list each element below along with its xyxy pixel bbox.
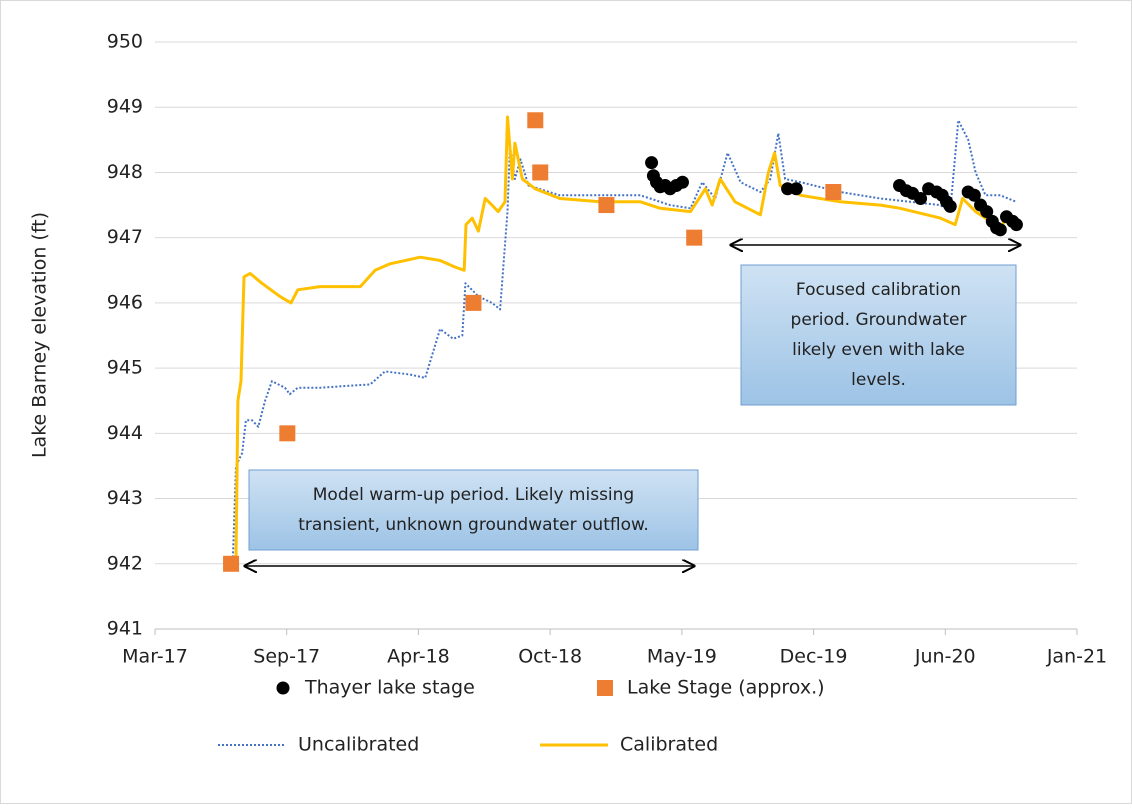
y-tick-label: 947 <box>107 226 143 248</box>
y-tick-label: 950 <box>107 31 143 53</box>
x-tick-label: Oct-18 <box>518 646 582 668</box>
y-tick-label: 946 <box>107 291 143 313</box>
series-line <box>234 115 1012 558</box>
y-tick-label: 943 <box>107 487 143 509</box>
y-tick-label: 944 <box>107 422 143 444</box>
y-axis-label: Lake Barney elevation (ft) <box>29 212 51 458</box>
x-tick-label: Sep-17 <box>253 646 320 668</box>
x-tick-label: Dec-19 <box>780 646 848 668</box>
marker <box>967 188 981 202</box>
x-tick-label: Apr-18 <box>387 646 450 668</box>
annotation-text: Model warm-up period. Likely missing <box>313 485 634 505</box>
legend-label: Thayer lake stage <box>304 677 475 699</box>
series-line <box>231 119 1017 558</box>
marker <box>675 175 689 189</box>
marker <box>686 229 703 246</box>
legend-label: Uncalibrated <box>298 734 419 756</box>
annotation-text: transient, unknown groundwater outflow. <box>298 515 648 535</box>
marker <box>1009 218 1023 232</box>
annotation-text: period. Groundwater <box>791 310 967 330</box>
legend-label: Calibrated <box>620 734 718 756</box>
y-tick-label: 948 <box>107 161 143 183</box>
marker <box>598 197 615 214</box>
marker <box>532 164 549 181</box>
marker <box>980 205 994 219</box>
marker <box>645 156 659 170</box>
x-tick-label: Jun-20 <box>914 646 976 668</box>
marker <box>223 555 240 572</box>
marker <box>279 425 296 442</box>
annotation-box <box>248 469 699 551</box>
annotation-text: levels. <box>851 370 906 390</box>
x-tick-label: May-19 <box>647 646 717 668</box>
annotation-text: Focused calibration <box>796 280 961 300</box>
legend-marker <box>276 681 290 695</box>
y-tick-label: 941 <box>107 618 143 640</box>
x-tick-label: Jan-21 <box>1046 646 1107 668</box>
marker <box>993 223 1007 237</box>
legend-label: Lake Stage (approx.) <box>627 677 825 699</box>
marker <box>465 294 482 311</box>
marker <box>527 112 544 129</box>
annotation-text: likely even with lake <box>792 340 965 360</box>
marker <box>825 184 842 201</box>
y-tick-label: 945 <box>107 357 143 379</box>
annotation-box <box>740 264 1017 406</box>
legend-marker <box>597 680 613 696</box>
x-tick-label: Mar-17 <box>122 646 188 668</box>
y-tick-label: 949 <box>107 96 143 118</box>
marker <box>789 182 803 196</box>
marker <box>914 192 928 206</box>
marker <box>943 199 957 213</box>
y-tick-label: 942 <box>107 552 143 574</box>
